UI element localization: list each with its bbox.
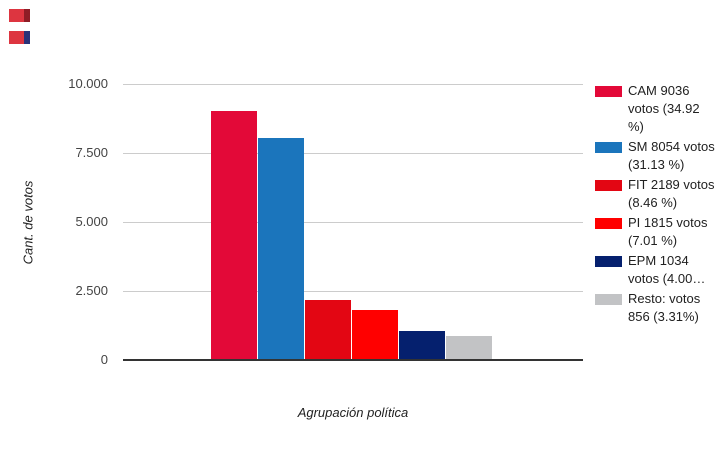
x-axis-title: Agrupación política: [297, 405, 409, 420]
legend-label: CAM 9036 votos (34.92 %): [628, 83, 700, 134]
legend-item-epm[interactable]: EPM 1034 votos (4.00…: [595, 252, 723, 288]
legend-swatch-icon: [595, 180, 622, 191]
legend-swatch-icon: [595, 294, 622, 305]
x-axis-line: [123, 359, 583, 361]
gridline-5.000: [123, 221, 583, 223]
flag-icon: [9, 31, 30, 44]
legend-item-sm[interactable]: SM 8054 votos (31.13 %): [595, 138, 723, 174]
legend-label: EPM 1034 votos (4.00…: [628, 253, 706, 286]
gridline-10.000: [123, 83, 583, 85]
legend-swatch-icon: [595, 256, 622, 267]
legend-label: Resto: votos 856 (3.31%): [628, 291, 701, 324]
bar-resto[interactable]: [446, 336, 492, 360]
bar-sm[interactable]: [258, 138, 304, 360]
bar-epm[interactable]: [399, 331, 445, 360]
y-tick-label: 0: [100, 352, 108, 367]
plot-area: [123, 83, 583, 361]
bar-fit[interactable]: [305, 300, 351, 360]
y-tick-label: 7.500: [75, 145, 108, 160]
y-tick-label: 10.000: [68, 76, 108, 91]
legend-item-fit[interactable]: FIT 2189 votos (8.46 %): [595, 176, 723, 212]
flag-icon: [9, 9, 30, 22]
gridline-7.500: [123, 152, 583, 154]
y-tick-label: 5.000: [75, 214, 108, 229]
gridline-2.500: [123, 290, 583, 292]
legend-item-cam[interactable]: CAM 9036 votos (34.92 %): [595, 82, 723, 136]
legend-item-resto[interactable]: Resto: votos 856 (3.31%): [595, 290, 723, 326]
bar-cam[interactable]: [211, 111, 257, 360]
legend: CAM 9036 votos (34.92 %) SM 8054 votos (3…: [595, 82, 723, 326]
legend-label: FIT 2189 votos (8.46 %): [628, 177, 715, 210]
legend-swatch-icon: [595, 86, 622, 97]
legend-label: SM 8054 votos (31.13 %): [628, 139, 715, 172]
corner-icons: [9, 9, 39, 49]
y-tick-label: 2.500: [75, 283, 108, 298]
legend-swatch-icon: [595, 142, 622, 153]
bar-pi[interactable]: [352, 310, 398, 360]
legend-label: PI 1815 votos (7.01 %): [628, 215, 708, 248]
legend-swatch-icon: [595, 218, 622, 229]
legend-item-pi[interactable]: PI 1815 votos (7.01 %): [595, 214, 723, 250]
